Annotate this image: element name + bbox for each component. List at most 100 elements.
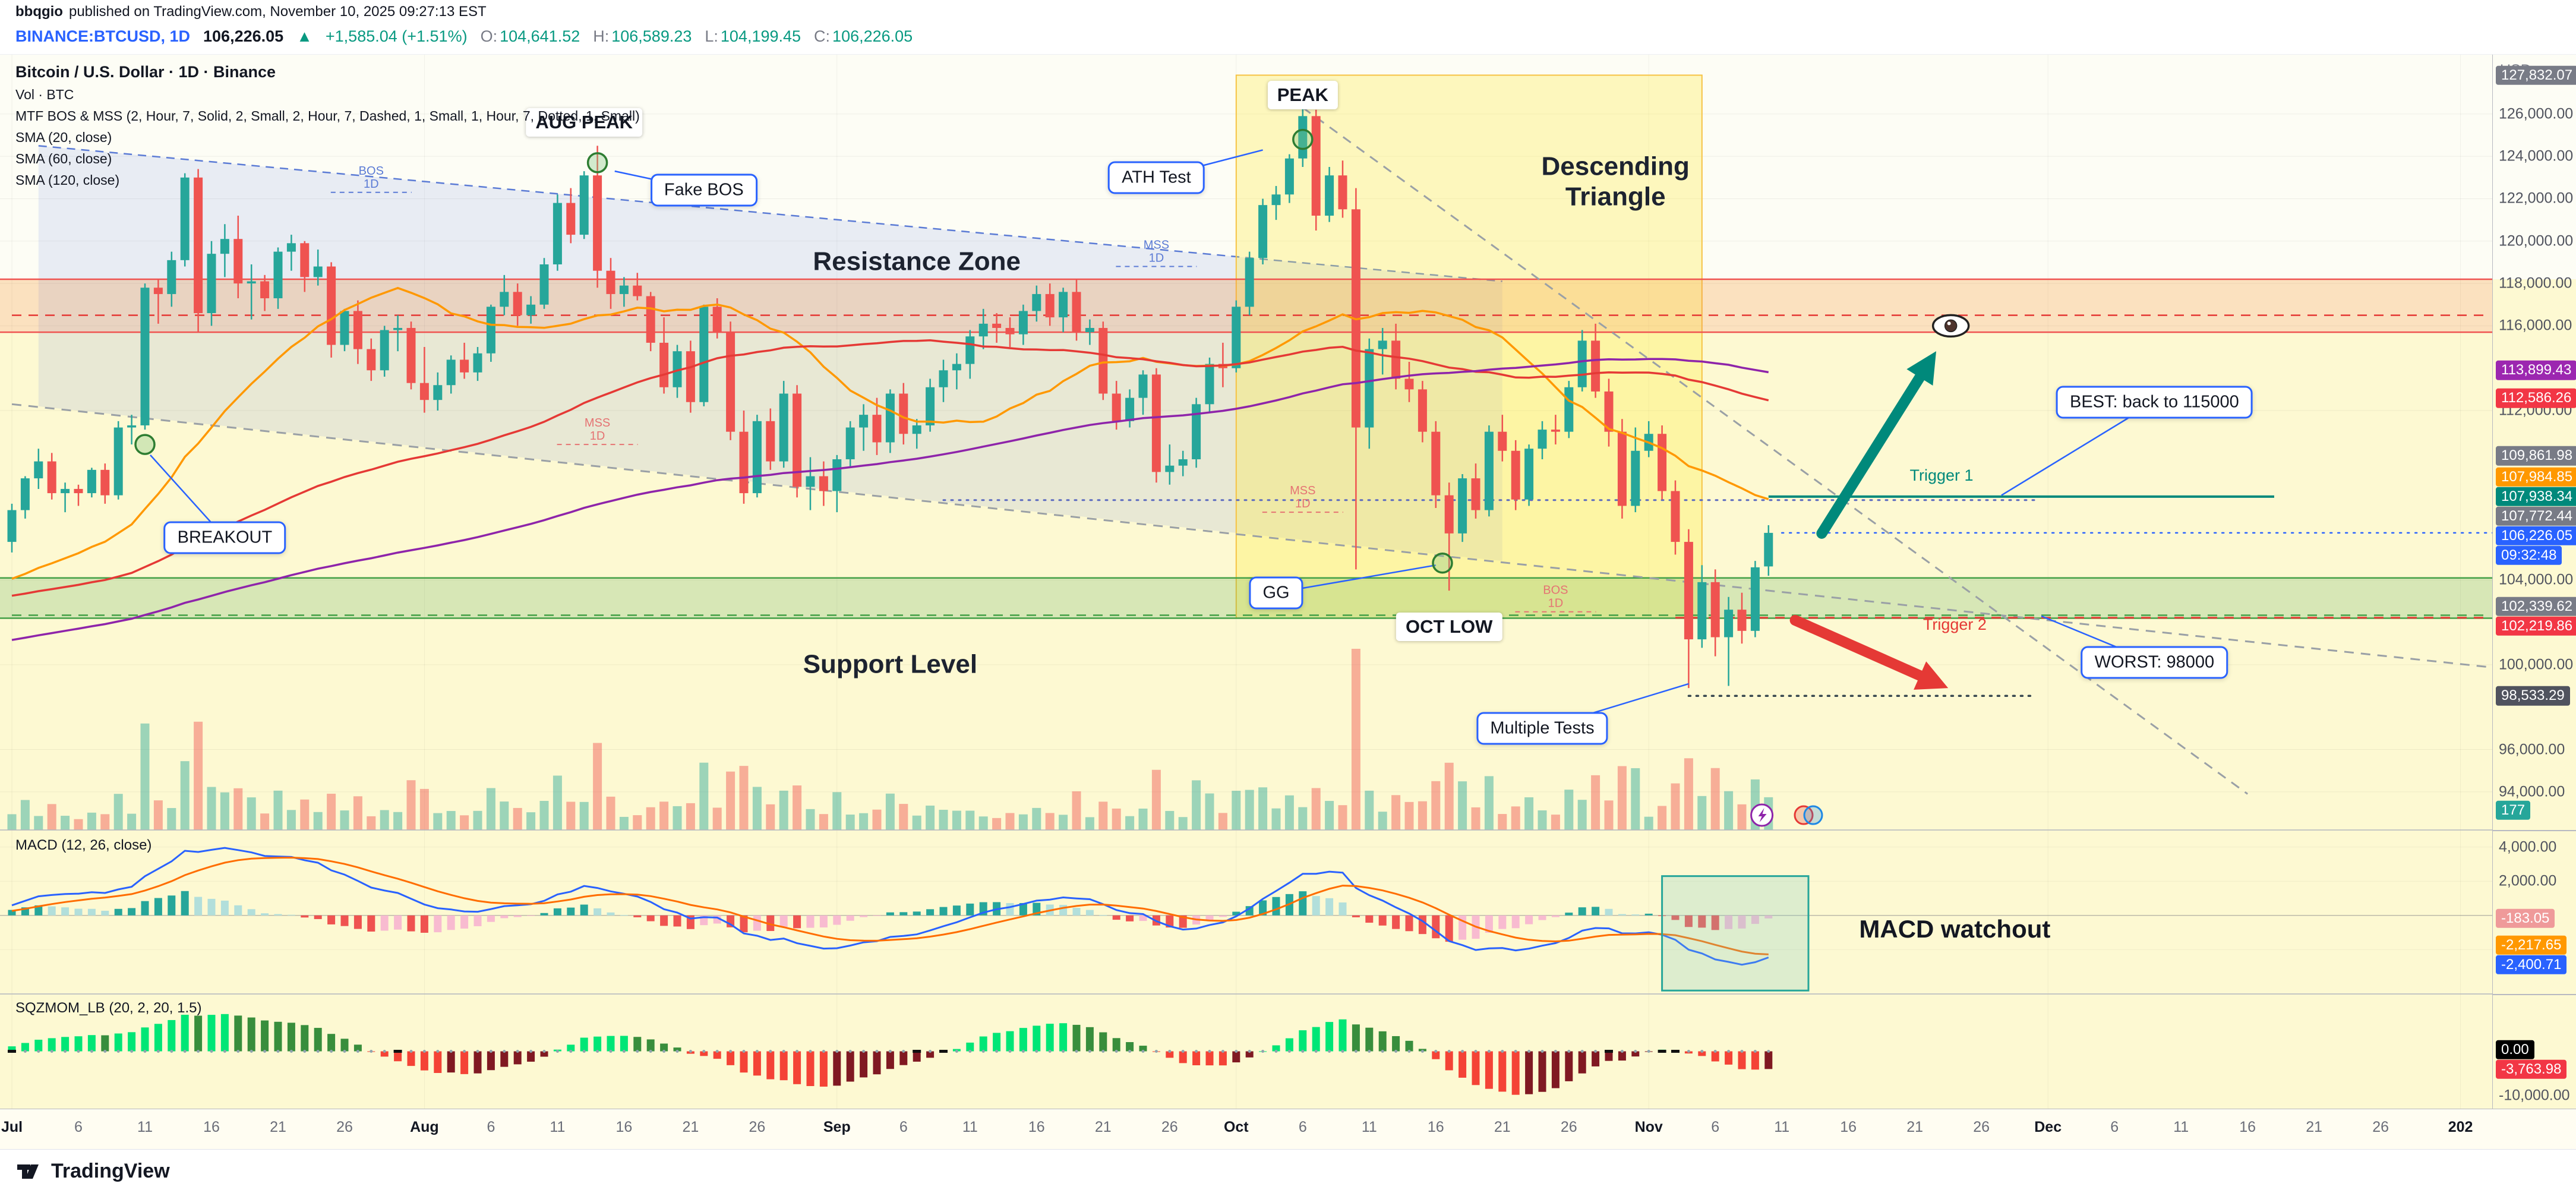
label-trigger-2[interactable]: Trigger 2 [1922,616,1987,634]
tradingview-wordmark[interactable]: TradingView [51,1160,170,1182]
breakout-circle[interactable] [134,434,156,455]
callout-ath-test[interactable]: ATH Test [1108,161,1205,194]
time-axis-day-label: 21 [1906,1119,1924,1135]
bos-mss-label: MSS 1D [1290,484,1315,510]
price-badge: -2,400.71 [2496,955,2567,974]
lightning-icon[interactable] [1750,803,1774,827]
time-axis-day-label: 16 [1840,1119,1857,1135]
time-axis-day-label: 21 [270,1119,286,1135]
time-axis[interactable]: Jul 6 11 16 21 26 Aug 6 11 16 21 26 Sep 6 11 16 21 26 Oct 6… [0,1109,2576,1149]
price-tick: 2,000.00 [2499,872,2557,889]
callout-multiple-tests[interactable]: Multiple Tests [1476,712,1608,745]
time-axis-day-label: 11 [1361,1119,1377,1135]
legend-symbol-title[interactable]: Bitcoin / U.S. Dollar · 1D · Binance [15,63,276,81]
callout-fake-bos[interactable]: Fake BOS [650,173,757,207]
support-zone-band[interactable] [0,577,2492,618]
callout-best-back-to-115000[interactable]: BEST: back to 115000 [2056,386,2253,419]
sma-20-line [11,286,1769,580]
close-value: 106,226.05 [832,27,913,45]
legend-mtf-bos-mss[interactable]: MTF BOS & MSS (2, Hour, 7, Solid, 2, Sma… [15,108,640,124]
blue-channel-zone[interactable] [38,146,1502,561]
red-arrow[interactable] [1789,615,1949,690]
eye-icon[interactable] [1931,314,1970,338]
gg-circle[interactable] [1432,552,1453,574]
ohlc-open: O: 104,641.52 [481,27,580,46]
sqzmom-pane-title[interactable]: SQZMOM_LB (20, 2, 20, 1.5) [15,1000,202,1016]
green-arrow[interactable] [1816,351,1937,539]
price-tick: 4,000.00 [2499,838,2557,856]
callout-gg[interactable]: GG [1249,576,1303,610]
price-change: +1,585.04 (+1.51%) [325,27,468,45]
price-badge: 102,339.62 [2496,596,2576,617]
chart-plot[interactable]: BOS 1D MSS 1D MSS 1D MSS 1D BOS 1D [0,55,2492,1109]
last-price: 106,226.05 [203,27,284,45]
close-label: C: [814,27,831,45]
time-axis-day-label: 26 [2372,1119,2389,1135]
time-axis-day-label: 6 [1711,1119,1720,1135]
trend-steep-dashed[interactable] [1302,106,2249,795]
label-macd-watchout[interactable]: MACD watchout [1859,914,2051,943]
time-axis-day-label: 11 [550,1119,566,1135]
time-axis-month-label: Nov [1634,1119,1663,1135]
pane-separator [2493,994,2576,995]
label-trigger-1[interactable]: Trigger 1 [1909,466,1974,484]
price-badge: 107,938.34 [2496,487,2576,506]
legend-sma-60[interactable]: SMA (60, close) [15,151,112,166]
price-tick: 94,000.00 [2499,783,2565,800]
symbol-quote-line: BINANCE:BTCUSD, 1D 106,226.05 ▲ +1,585.0… [15,27,913,46]
ohlc-close: C: 106,226.05 [814,27,913,46]
direction-arrow-icon: ▲ [296,27,312,45]
time-axis-day-label: 11 [2173,1119,2189,1135]
text-descending-triangle[interactable]: Descending Triangle [1541,152,1690,211]
sqzmom-layer [8,1014,1773,1095]
gridlines [0,55,2492,1109]
symbol-link[interactable]: BINANCE:BTCUSD, 1D [15,27,191,45]
price-tick: 96,000.00 [2499,741,2565,758]
label-peak[interactable]: PEAK [1267,80,1338,109]
aug-peak-circle[interactable] [586,152,608,173]
published-header: bbqgio published on TradingView.com, Nove… [0,0,2576,55]
flags-icon[interactable] [1794,805,1823,825]
label-aug-peak[interactable]: AUG PEAK [526,108,643,137]
time-axis-month-label: Aug [410,1119,439,1135]
footer-bar: TradingView [0,1149,2576,1193]
price-badge: 113,899.43 [2496,361,2576,380]
callout-breakout[interactable]: BREAKOUT [163,521,286,554]
legend-sma-120[interactable]: SMA (120, close) [15,172,120,188]
time-axis-day-label: 11 [1774,1119,1790,1135]
time-axis-day-label: 21 [1094,1119,1112,1135]
time-axis-day-label: 6 [74,1119,83,1135]
callout-worst-98000[interactable]: WORST: 98000 [2081,646,2228,679]
time-axis-month-label: Dec [2034,1119,2062,1135]
label-oct-low[interactable]: OCT LOW [1396,612,1502,641]
peak-circle[interactable] [1292,128,1314,150]
time-axis-day-label: 21 [1494,1119,1511,1135]
time-axis-day-label: 21 [2306,1119,2323,1135]
macd-watch-box[interactable] [1661,875,1810,992]
price-badge: 102,219.86 [2496,616,2576,636]
price-badge: -3,763.98 [2496,1059,2567,1080]
price-tick: 104,000.00 [2499,571,2574,588]
text-resistance-zone[interactable]: Resistance Zone [813,247,1021,277]
time-axis-month-label: Oct [1223,1119,1249,1135]
volume-bars-layer [7,649,1773,830]
bos-mss-label: MSS 1D [585,416,610,443]
ohlc-high: H: 106,589.23 [593,27,692,46]
time-axis-day-label: 16 [1028,1119,1045,1135]
low-label: L: [705,27,718,45]
time-axis-day-label: 11 [962,1119,978,1135]
time-axis-day-label: 6 [1298,1119,1307,1135]
legend-sma-20[interactable]: SMA (20, close) [15,130,112,145]
price-axis[interactable]: USD 126,000.00124,000.00122,000.00120,00… [2492,55,2576,1109]
tradingview-logo-icon[interactable] [17,1160,43,1183]
price-tick: 122,000.00 [2499,190,2574,207]
macd-pane-title[interactable]: MACD (12, 26, close) [15,837,152,853]
chart-area[interactable]: BOS 1D MSS 1D MSS 1D MSS 1D BOS 1D Fake BOS ATH Te… [0,55,2576,1149]
text-support-level[interactable]: Support Level [803,649,978,679]
author-name[interactable]: bbqgio [15,4,63,20]
sma-120-line [11,358,1769,641]
time-axis-month-label: 202 [2448,1119,2473,1135]
legend-volume[interactable]: Vol · BTC [15,87,74,102]
time-axis-month-label: Sep [823,1119,851,1135]
price-badge: 127,832.07 [2496,65,2576,85]
